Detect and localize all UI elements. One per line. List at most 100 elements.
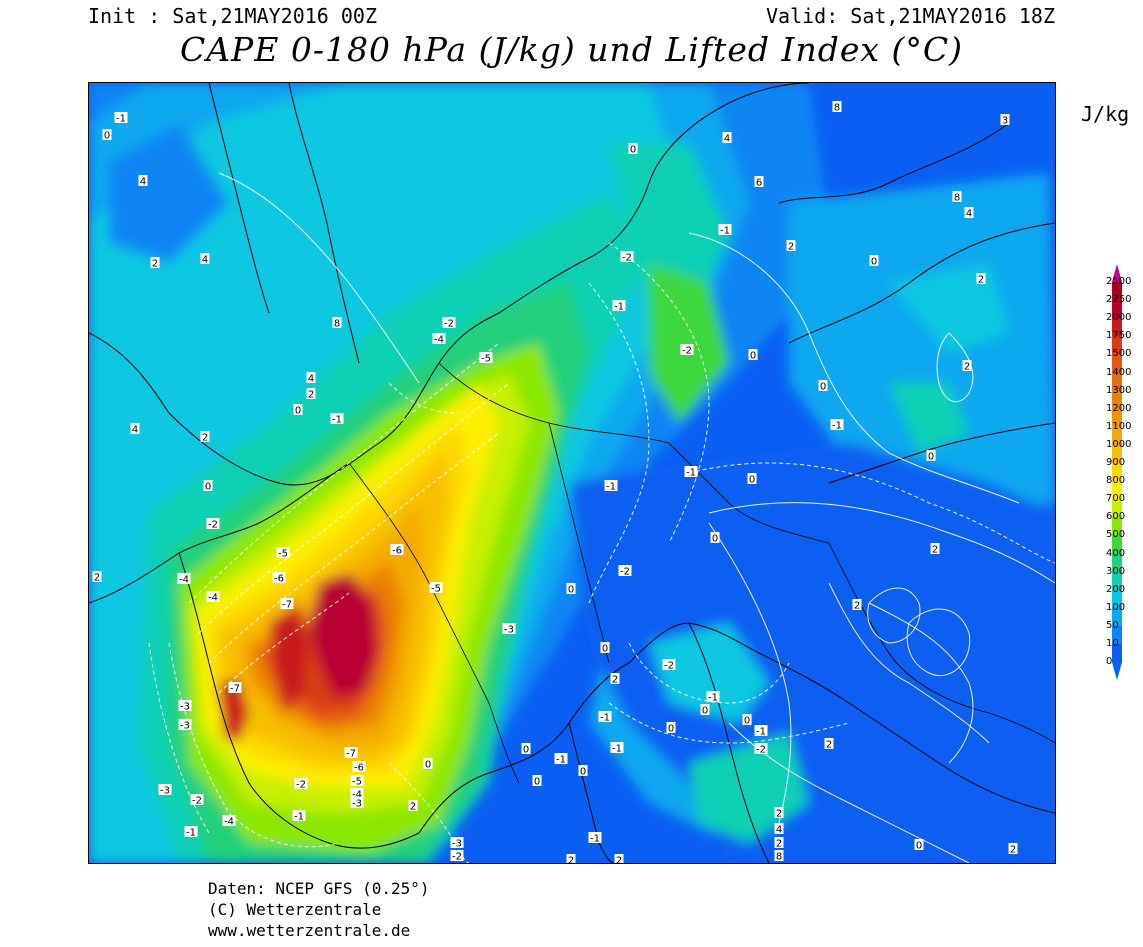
li-label: 2 bbox=[1010, 845, 1016, 856]
li-label-box bbox=[332, 317, 342, 328]
credits-data-source: Daten: NCEP GFS (0.25°) bbox=[208, 879, 430, 898]
legend-level-label: 1000 bbox=[1106, 438, 1132, 450]
legend-color-swatch bbox=[1112, 553, 1122, 573]
li-label: 0 bbox=[749, 475, 755, 486]
li-label-box bbox=[754, 743, 768, 754]
li-label: -1 bbox=[556, 755, 566, 766]
li-label-box bbox=[578, 765, 588, 776]
li-label: -6 bbox=[392, 546, 402, 557]
li-label: -3 bbox=[180, 702, 190, 713]
legend-color-swatch bbox=[1112, 625, 1122, 645]
li-label: -5 bbox=[278, 549, 288, 560]
li-label-box bbox=[293, 404, 303, 415]
li-label-box bbox=[598, 711, 612, 722]
li-label: 2 bbox=[788, 242, 794, 253]
legend-level-label: 1300 bbox=[1106, 384, 1132, 396]
legend-color-swatch bbox=[1112, 390, 1122, 410]
li-label: 0 bbox=[750, 351, 756, 362]
legend-color-swatch bbox=[1112, 354, 1122, 373]
li-label-box bbox=[178, 700, 192, 711]
li-label-box bbox=[306, 372, 316, 383]
legend-level-label: 400 bbox=[1106, 547, 1126, 559]
li-label-box bbox=[350, 797, 364, 808]
li-label: 0 bbox=[568, 585, 574, 596]
li-label-box bbox=[554, 753, 568, 764]
li-label: 0 bbox=[702, 706, 708, 717]
credits-website-link[interactable]: www.wetterzentrale.de bbox=[208, 921, 411, 940]
li-label-box bbox=[276, 547, 290, 558]
li-label: 8 bbox=[954, 193, 960, 204]
init-time: Init : Sat,21MAY2016 00Z bbox=[88, 4, 377, 28]
li-label-box bbox=[604, 480, 618, 491]
li-label-box bbox=[432, 333, 446, 344]
legend-level-label: 50 bbox=[1106, 619, 1119, 631]
li-label: 2 bbox=[854, 601, 860, 612]
li-label-box bbox=[952, 191, 962, 202]
li-label-box bbox=[1008, 843, 1018, 854]
legend-color-swatch bbox=[1112, 571, 1122, 591]
legend-color-swatch bbox=[1112, 607, 1122, 627]
li-label-box bbox=[700, 704, 710, 715]
li-label: 2 bbox=[568, 856, 574, 864]
li-label: 2 bbox=[152, 259, 158, 270]
li-label-box bbox=[722, 132, 732, 143]
li-label: -4 bbox=[208, 593, 218, 604]
li-label-box bbox=[92, 571, 102, 582]
li-label-box bbox=[352, 761, 366, 772]
li-label: -7 bbox=[282, 600, 292, 611]
li-label: 0 bbox=[744, 716, 750, 727]
legend-color-swatch bbox=[1112, 517, 1122, 536]
legend-level-label: 200 bbox=[1106, 583, 1126, 595]
li-label: 4 bbox=[132, 425, 138, 436]
li-label-box bbox=[612, 300, 626, 311]
li-label-box bbox=[964, 207, 974, 218]
legend-color-swatch bbox=[1112, 282, 1122, 301]
li-label-box bbox=[754, 725, 768, 736]
li-label: 0 bbox=[534, 777, 540, 788]
li-label: -2 bbox=[622, 253, 632, 264]
li-label-box bbox=[754, 176, 764, 187]
legend-level-label: 600 bbox=[1106, 511, 1126, 523]
legend-level-label: 10 bbox=[1106, 638, 1119, 649]
li-label: -7 bbox=[230, 684, 240, 695]
li-label-box bbox=[680, 344, 694, 355]
li-label: 2 bbox=[964, 362, 970, 373]
li-label: -1 bbox=[832, 421, 842, 432]
li-label-box bbox=[747, 473, 757, 484]
legend-level-label: 2250 bbox=[1106, 294, 1132, 306]
li-label: -2 bbox=[682, 346, 692, 357]
legend-color-bars bbox=[1112, 264, 1122, 681]
li-label-box bbox=[178, 719, 192, 730]
li-label: -1 bbox=[614, 302, 624, 313]
legend-level-label: 1400 bbox=[1106, 366, 1132, 378]
li-label: 2 bbox=[776, 809, 782, 820]
li-label-box bbox=[774, 837, 784, 848]
li-label: 4 bbox=[140, 177, 146, 188]
li-label-box bbox=[566, 854, 576, 863]
li-label: 0 bbox=[820, 382, 826, 393]
li-label-box bbox=[628, 143, 638, 154]
li-label-box bbox=[666, 722, 676, 733]
legend-color-swatch bbox=[1112, 426, 1122, 446]
li-label-box bbox=[614, 854, 624, 863]
legend-level-label: 800 bbox=[1106, 475, 1126, 487]
cape-field bbox=[89, 83, 1055, 863]
legend-unit: J/kg bbox=[1081, 102, 1130, 126]
li-label-box bbox=[830, 419, 844, 430]
li-label-box bbox=[566, 583, 576, 594]
legend-level-label: 700 bbox=[1106, 493, 1126, 505]
li-label-box bbox=[618, 565, 632, 576]
li-label-box bbox=[662, 659, 676, 670]
legend-level-label: 0 bbox=[1106, 656, 1113, 668]
li-label: 2 bbox=[978, 275, 984, 286]
li-label-box bbox=[150, 257, 160, 268]
li-label: 3 bbox=[1002, 116, 1008, 127]
li-label: 0 bbox=[928, 452, 934, 463]
li-label: -1 bbox=[590, 834, 600, 845]
li-label: -1 bbox=[116, 114, 126, 125]
li-label-box bbox=[818, 380, 828, 391]
legend-level-label: 300 bbox=[1106, 565, 1126, 577]
li-label: -2 bbox=[208, 520, 218, 531]
li-label: 4 bbox=[202, 255, 208, 266]
li-label-box bbox=[206, 518, 220, 529]
